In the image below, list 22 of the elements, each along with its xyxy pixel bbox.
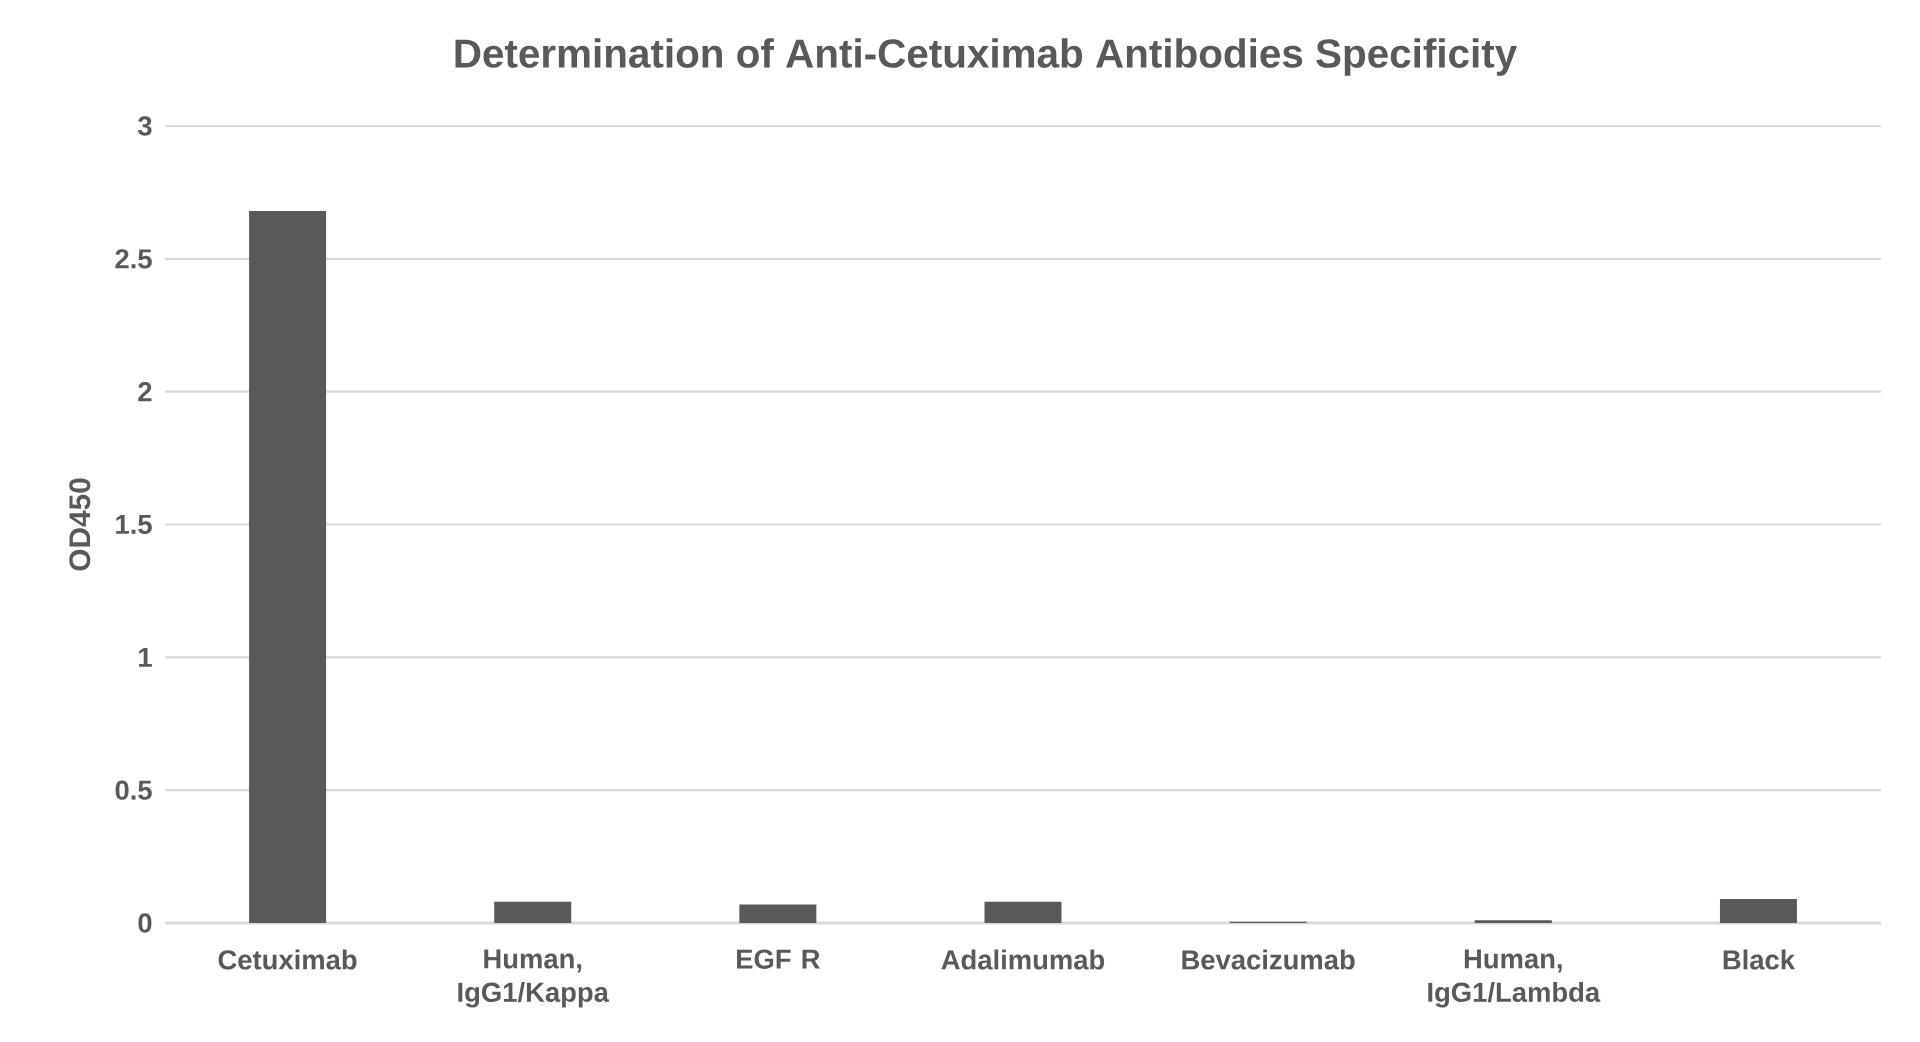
bar	[249, 211, 327, 923]
y-axis-title: OD450	[69, 478, 91, 571]
x-tick-label: Adalimumab	[941, 949, 1105, 970]
x-tick-label: EGF R	[737, 949, 820, 969]
y-tick-label: 2.5	[115, 249, 152, 269]
x-tick-label: Black	[1723, 949, 1796, 970]
y-tick-label: 1.5	[116, 514, 152, 535]
y-tick-label: 0.5	[115, 780, 152, 800]
x-tick-label: Cetuximab	[218, 949, 357, 970]
bar	[494, 901, 572, 923]
y-tick-label: 1	[139, 647, 152, 667]
y-tick-label: 2	[138, 382, 152, 402]
x-tick-label: Bevacizumab	[1182, 949, 1355, 970]
bar	[739, 904, 817, 923]
bar	[1719, 899, 1797, 923]
bar	[984, 901, 1062, 923]
y-tick-label: 0	[138, 913, 152, 933]
bar	[1474, 920, 1552, 923]
chart-title: Determination of Anti-Cetuximab Antibodies Specificity	[455, 38, 1518, 76]
x-tick-label: Human, IgG1/Kappa	[458, 949, 610, 1008]
y-tick-label: 3	[137, 116, 152, 136]
x-tick-label: Human, IgG1/Lambda	[1428, 949, 1601, 1008]
